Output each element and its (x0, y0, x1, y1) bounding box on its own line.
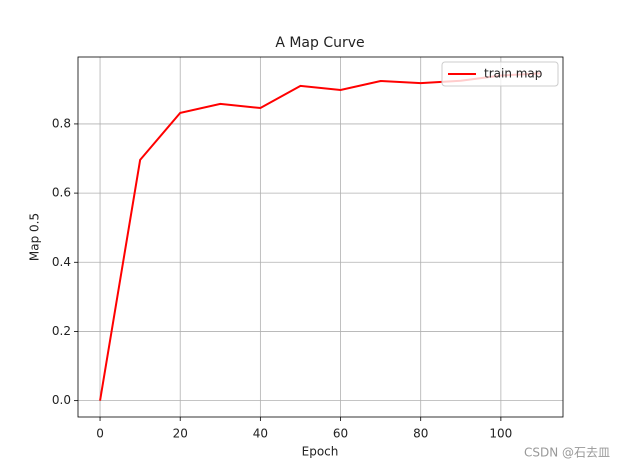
chart-title: A Map Curve (275, 35, 364, 51)
y-tick-label: 0.8 (52, 116, 71, 130)
x-tick-label: 80 (413, 427, 428, 441)
x-tick-label: 20 (173, 427, 188, 441)
plot-frame (77, 56, 564, 418)
x-tick-label: 0 (96, 427, 104, 441)
x-tick-label: 40 (253, 427, 268, 441)
y-tick-label: 0.0 (52, 393, 71, 407)
legend-label: train map (484, 67, 542, 81)
watermark: CSDN @石去皿 (524, 446, 610, 460)
legend-box (441, 61, 559, 87)
x-axis-label: Epoch (302, 445, 339, 459)
y-tick-label: 0.6 (52, 186, 71, 200)
x-tick-label: 100 (489, 427, 512, 441)
y-axis-label: Map 0.5 (28, 213, 42, 261)
y-tick-label: 0.2 (52, 324, 71, 338)
x-tick-label: 60 (333, 427, 348, 441)
y-tick-label: 0.4 (52, 255, 71, 269)
